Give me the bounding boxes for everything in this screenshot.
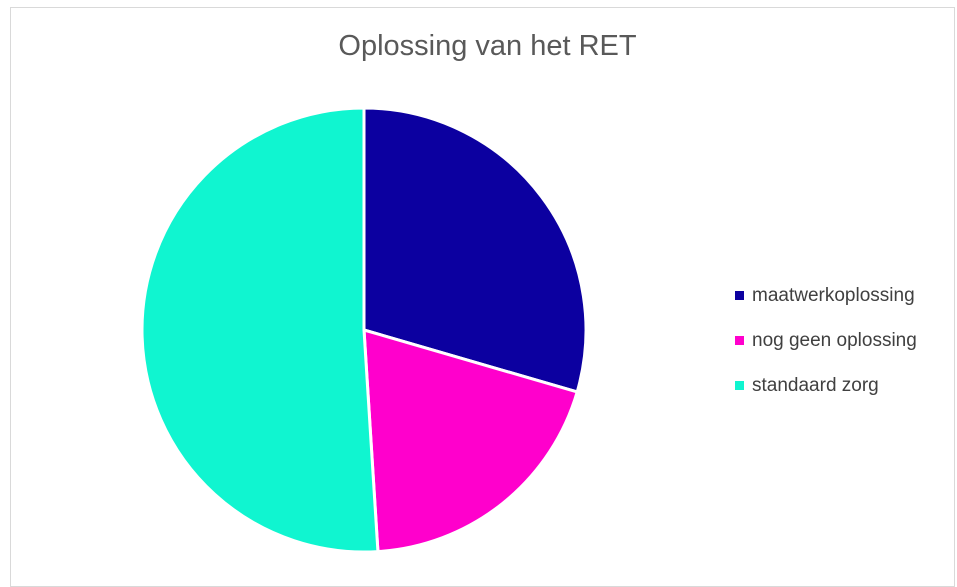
legend-swatch [735,336,744,345]
legend-item: maatwerkoplossing [735,273,917,318]
pie-slice-maatwerkoplossing [362,106,588,394]
legend-item: nog geen oplossing [735,318,917,363]
legend-swatch [735,381,744,390]
legend: maatwerkoplossing nog geen oplossing stand… [735,273,917,408]
pie-slice-nog-geen-oplossing [362,327,580,554]
legend-swatch [735,291,744,300]
legend-label: nog geen oplossing [752,329,917,351]
legend-label: standaard zorg [752,374,879,396]
chart-title: Oplossing van het RET [338,30,637,62]
legend-item: standaard zorg [735,363,917,408]
pie-slice-standaard-zorg [140,106,380,554]
legend-label: maatwerkoplossing [752,284,915,306]
